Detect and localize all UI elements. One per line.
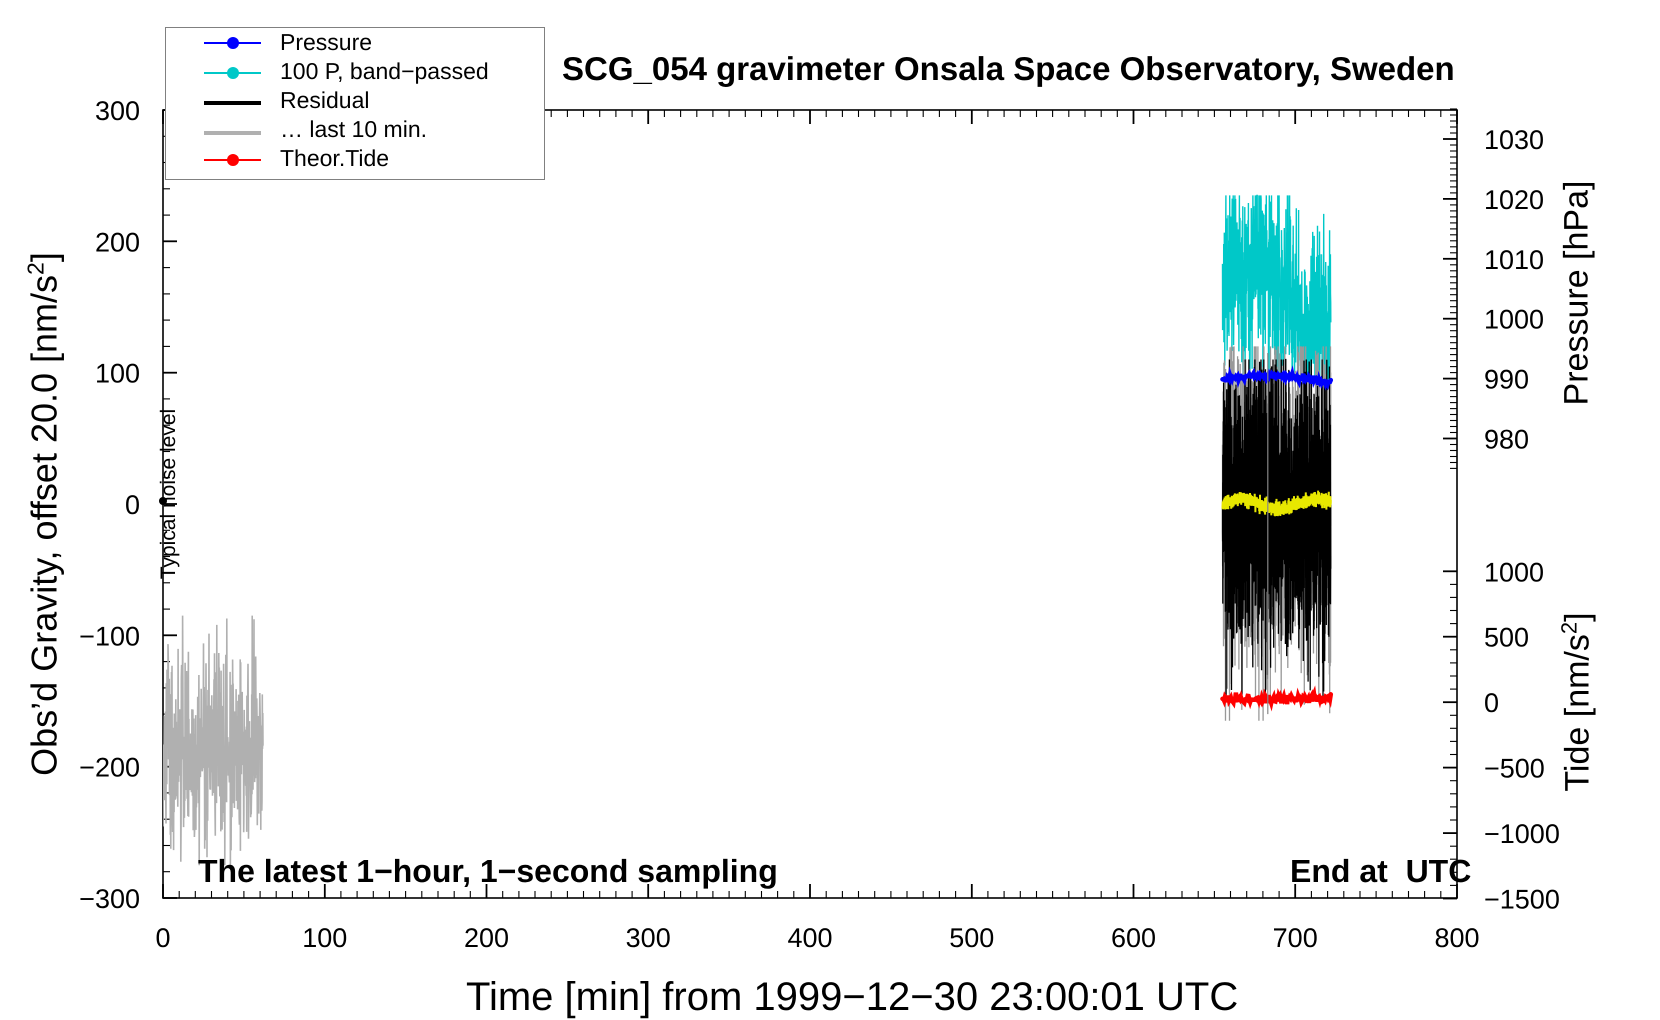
svg-text:−500: −500: [1484, 754, 1545, 784]
svg-text:−100: −100: [79, 621, 140, 651]
svg-text:1010: 1010: [1484, 245, 1544, 275]
svg-text:200: 200: [464, 923, 509, 953]
svg-text:1020: 1020: [1484, 185, 1544, 215]
svg-text:980: 980: [1484, 425, 1529, 455]
svg-text:300: 300: [95, 96, 140, 126]
svg-text:100: 100: [95, 359, 140, 389]
svg-text:1000: 1000: [1484, 305, 1544, 335]
svg-text:100: 100: [302, 923, 347, 953]
svg-text:−1500: −1500: [1484, 885, 1560, 915]
svg-text:0: 0: [125, 490, 140, 520]
svg-text:0: 0: [155, 923, 170, 953]
svg-text:1030: 1030: [1484, 125, 1544, 155]
svg-text:800: 800: [1434, 923, 1479, 953]
svg-text:−1000: −1000: [1484, 819, 1560, 849]
svg-text:990: 990: [1484, 365, 1529, 395]
svg-text:500: 500: [949, 923, 994, 953]
svg-text:0: 0: [1484, 688, 1499, 718]
svg-text:1000: 1000: [1484, 557, 1544, 587]
svg-text:700: 700: [1273, 923, 1318, 953]
svg-text:300: 300: [626, 923, 671, 953]
svg-text:−200: −200: [79, 753, 140, 783]
svg-text:−300: −300: [79, 884, 140, 914]
svg-text:600: 600: [1111, 923, 1156, 953]
svg-text:200: 200: [95, 227, 140, 257]
svg-text:400: 400: [787, 923, 832, 953]
svg-text:500: 500: [1484, 623, 1529, 653]
